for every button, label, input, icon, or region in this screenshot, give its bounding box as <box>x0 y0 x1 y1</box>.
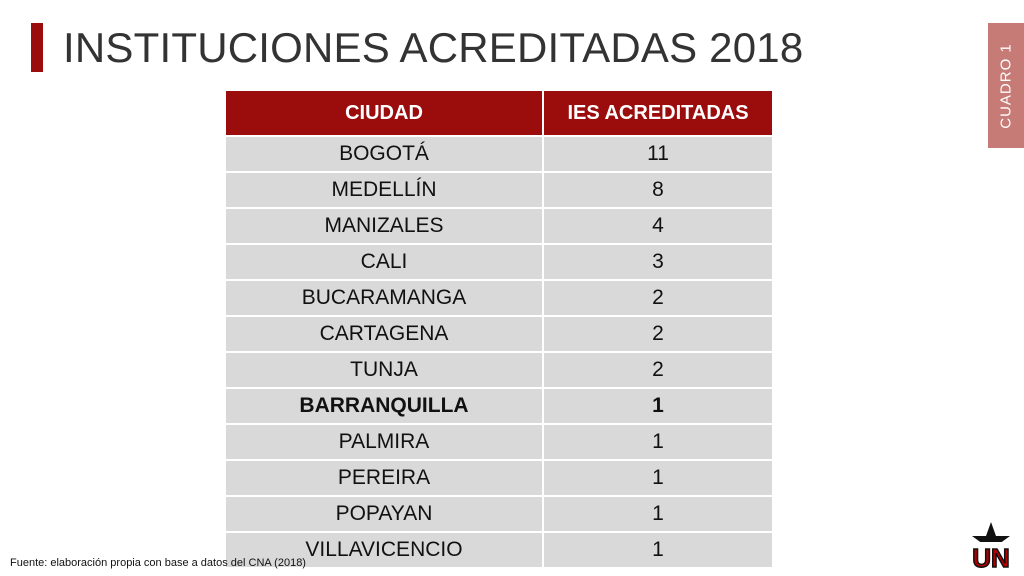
cell-ies: 11 <box>542 135 774 173</box>
header-ciudad: CIUDAD <box>224 89 544 137</box>
cell-ciudad: TUNJA <box>224 351 544 389</box>
table-row: CARTAGENA 2 <box>224 315 774 353</box>
cell-ies: 2 <box>542 315 774 353</box>
table-row: BUCARAMANGA 2 <box>224 279 774 317</box>
table-row-highlighted: BARRANQUILLA 1 <box>224 387 774 425</box>
cell-ciudad: MANIZALES <box>224 207 544 245</box>
source-note: Fuente: elaboración propia con base a da… <box>10 557 306 569</box>
cell-ciudad: PEREIRA <box>224 459 544 497</box>
cell-ies: 1 <box>542 387 774 425</box>
table-row: PALMIRA 1 <box>224 423 774 461</box>
table-row: CALI 3 <box>224 243 774 281</box>
header-ies-acreditadas: IES ACREDITADAS <box>542 89 774 137</box>
cell-ies: 2 <box>542 351 774 389</box>
table-header-row: CIUDAD IES ACREDITADAS <box>224 89 774 137</box>
table-row: PEREIRA 1 <box>224 459 774 497</box>
cell-ies: 3 <box>542 243 774 281</box>
cell-ies: 8 <box>542 171 774 209</box>
cell-ciudad: CALI <box>224 243 544 281</box>
cell-ciudad: BOGOTÁ <box>224 135 544 173</box>
table-row: BOGOTÁ 11 <box>224 135 774 173</box>
page-title: INSTITUCIONES ACREDITADAS 2018 <box>63 24 804 71</box>
cell-ciudad: POPAYAN <box>224 495 544 533</box>
table-row: VILLAVICENCIO 1 <box>224 531 774 569</box>
table-row: TUNJA 2 <box>224 351 774 389</box>
logo-text: UN <box>972 543 1010 572</box>
table-row: MANIZALES 4 <box>224 207 774 245</box>
table-row: POPAYAN 1 <box>224 495 774 533</box>
cell-ies: 1 <box>542 423 774 461</box>
cell-ciudad: VILLAVICENCIO <box>224 531 544 569</box>
cell-ies: 1 <box>542 459 774 497</box>
side-tab: CUADRO 1 <box>988 23 1024 148</box>
table-row: MEDELLÍN 8 <box>224 171 774 209</box>
un-logo-icon: UN <box>970 522 1012 572</box>
cell-ciudad: BARRANQUILLA <box>224 387 544 425</box>
cell-ciudad: PALMIRA <box>224 423 544 461</box>
cell-ies: 4 <box>542 207 774 245</box>
cell-ciudad: MEDELLÍN <box>224 171 544 209</box>
cell-ies: 1 <box>542 495 774 533</box>
cell-ies: 2 <box>542 279 774 317</box>
side-tab-label: CUADRO 1 <box>997 42 1015 129</box>
cell-ies: 1 <box>542 531 774 569</box>
cell-ciudad: BUCARAMANGA <box>224 279 544 317</box>
title-accent-bar <box>31 23 43 72</box>
cell-ciudad: CARTAGENA <box>224 315 544 353</box>
accreditation-table: CIUDAD IES ACREDITADAS BOGOTÁ 11 MEDELLÍ… <box>224 89 774 569</box>
